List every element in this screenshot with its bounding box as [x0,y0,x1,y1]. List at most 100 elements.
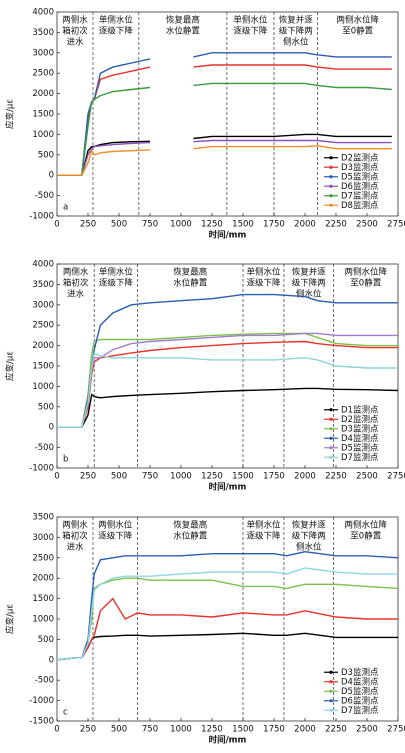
y-tick-label: 1000 [32,382,54,392]
stage-label: 恢复并逐 [279,15,314,26]
x-tick-label: 0 [54,220,59,230]
stage-label: 恢复最高 [166,15,200,26]
y-tick-label: 1500 [32,110,54,120]
stage-label: 至0静置 [342,26,373,37]
stage-label: 级下降两 [292,278,326,289]
legend-marker [329,203,333,207]
x-tick-label: 250 [80,220,96,230]
x-tick-label: 2500 [356,725,378,735]
legend-marker [329,427,333,431]
legend-marker [329,194,333,198]
stage-label: 单侧水位 [99,15,134,26]
legend-marker [329,680,333,684]
x-tick-label: 2750 [387,220,405,230]
x-tick-label: 2000 [294,472,316,482]
stage-label: 两侧水 [62,520,88,531]
legend-marker [329,708,333,712]
y-tick-label: 500 [38,635,54,645]
x-tick-label: 1750 [263,472,285,482]
series-line [56,597,398,661]
y-axis-label: 应变/με [5,99,16,129]
y-tick-label: 2000 [32,574,54,584]
x-tick-label: 2500 [356,220,378,230]
stage-label: 至0静置 [350,531,381,542]
y-tick-label: -1000 [29,464,54,474]
y-tick-label: -500 [35,676,54,686]
x-tick-label: 1500 [232,220,254,230]
stage-label: 侧水位 [296,542,322,553]
series-line [57,340,398,428]
legend-marker [329,408,333,412]
stage-label: 箱初次 [62,531,88,542]
x-tick-label: 250 [80,725,96,735]
y-tick-label: -500 [35,443,54,453]
x-tick-label: 2250 [325,472,347,482]
y-tick-label: 2000 [32,89,54,99]
y-tick-label: 3500 [32,280,54,290]
x-tick-label: 250 [80,472,96,482]
legend-label: D2监测点 [341,152,379,163]
x-tick-label: 1250 [201,725,223,735]
y-tick-label: 2000 [32,341,54,351]
stage-label: 两侧水位降 [345,520,388,531]
x-axis-label: 时间/mm [209,735,247,746]
legend-label: D3监测点 [341,423,379,434]
legend-label: D6监测点 [341,181,379,192]
x-tick-label: 2250 [325,725,347,735]
stage-label: 逐级下降 [246,531,281,542]
y-tick-label: 2500 [32,321,54,331]
x-tick-label: 500 [111,220,127,230]
stage-label: 级下降两 [292,531,326,542]
y-tick-label: 4000 [32,260,54,270]
x-tick-label: 2000 [294,220,316,230]
panel-label: c [63,708,68,718]
panel-label: a [63,203,68,213]
legend-marker [329,165,333,169]
stage-label: 单侧水位 [246,267,281,278]
y-tick-label: 0 [49,171,54,181]
x-tick-label: 500 [111,725,127,735]
legend-label: D4监测点 [341,676,379,687]
stage-label: 逐级下降 [98,531,133,542]
stage-label: 两侧水位降 [336,15,379,26]
stage-label: 恢复并逐 [292,267,327,278]
y-tick-label: 500 [38,402,54,412]
legend-marker [329,689,333,693]
stage-label: 侧水位 [296,289,322,300]
series-line [56,632,398,661]
y-tick-label: -1500 [29,717,54,727]
stage-label: 级下降两 [279,26,313,37]
stage-label: 两侧水 [62,15,88,26]
y-tick-label: 3000 [32,533,54,543]
x-tick-label: 500 [111,472,127,482]
y-tick-label: 3000 [32,48,54,58]
stage-label: 两侧水位降 [345,267,388,278]
legend-marker [329,699,333,703]
y-tick-label: 500 [38,150,54,160]
series-line [57,145,392,176]
y-tick-label: 3000 [32,300,54,310]
legend-marker [329,156,333,160]
legend-marker [329,184,333,188]
legend-label: D3监测点 [341,162,379,173]
series-line [56,577,399,661]
legend-label: D7监测点 [341,190,379,201]
legend-label: D2监测点 [341,414,379,425]
y-tick-label: 2500 [32,69,54,79]
legend-label: D1监测点 [341,404,379,415]
stage-label: 水位静置 [173,278,208,289]
legend-label: D5监测点 [341,442,379,453]
stage-label: 单侧水位 [233,15,268,26]
x-tick-label: 1750 [263,725,285,735]
x-tick-label: 2250 [325,220,347,230]
stage-label: 逐级下降 [99,26,134,37]
x-tick-label: 1500 [232,725,254,735]
legend-label: D8监测点 [341,200,379,211]
stage-label: 两侧水位 [98,520,133,531]
legend-marker [329,455,333,459]
y-tick-label: 1500 [32,362,54,372]
x-tick-label: 1000 [170,725,192,735]
x-tick-label: 1750 [263,220,285,230]
stage-label: 恢复最高 [173,267,207,278]
